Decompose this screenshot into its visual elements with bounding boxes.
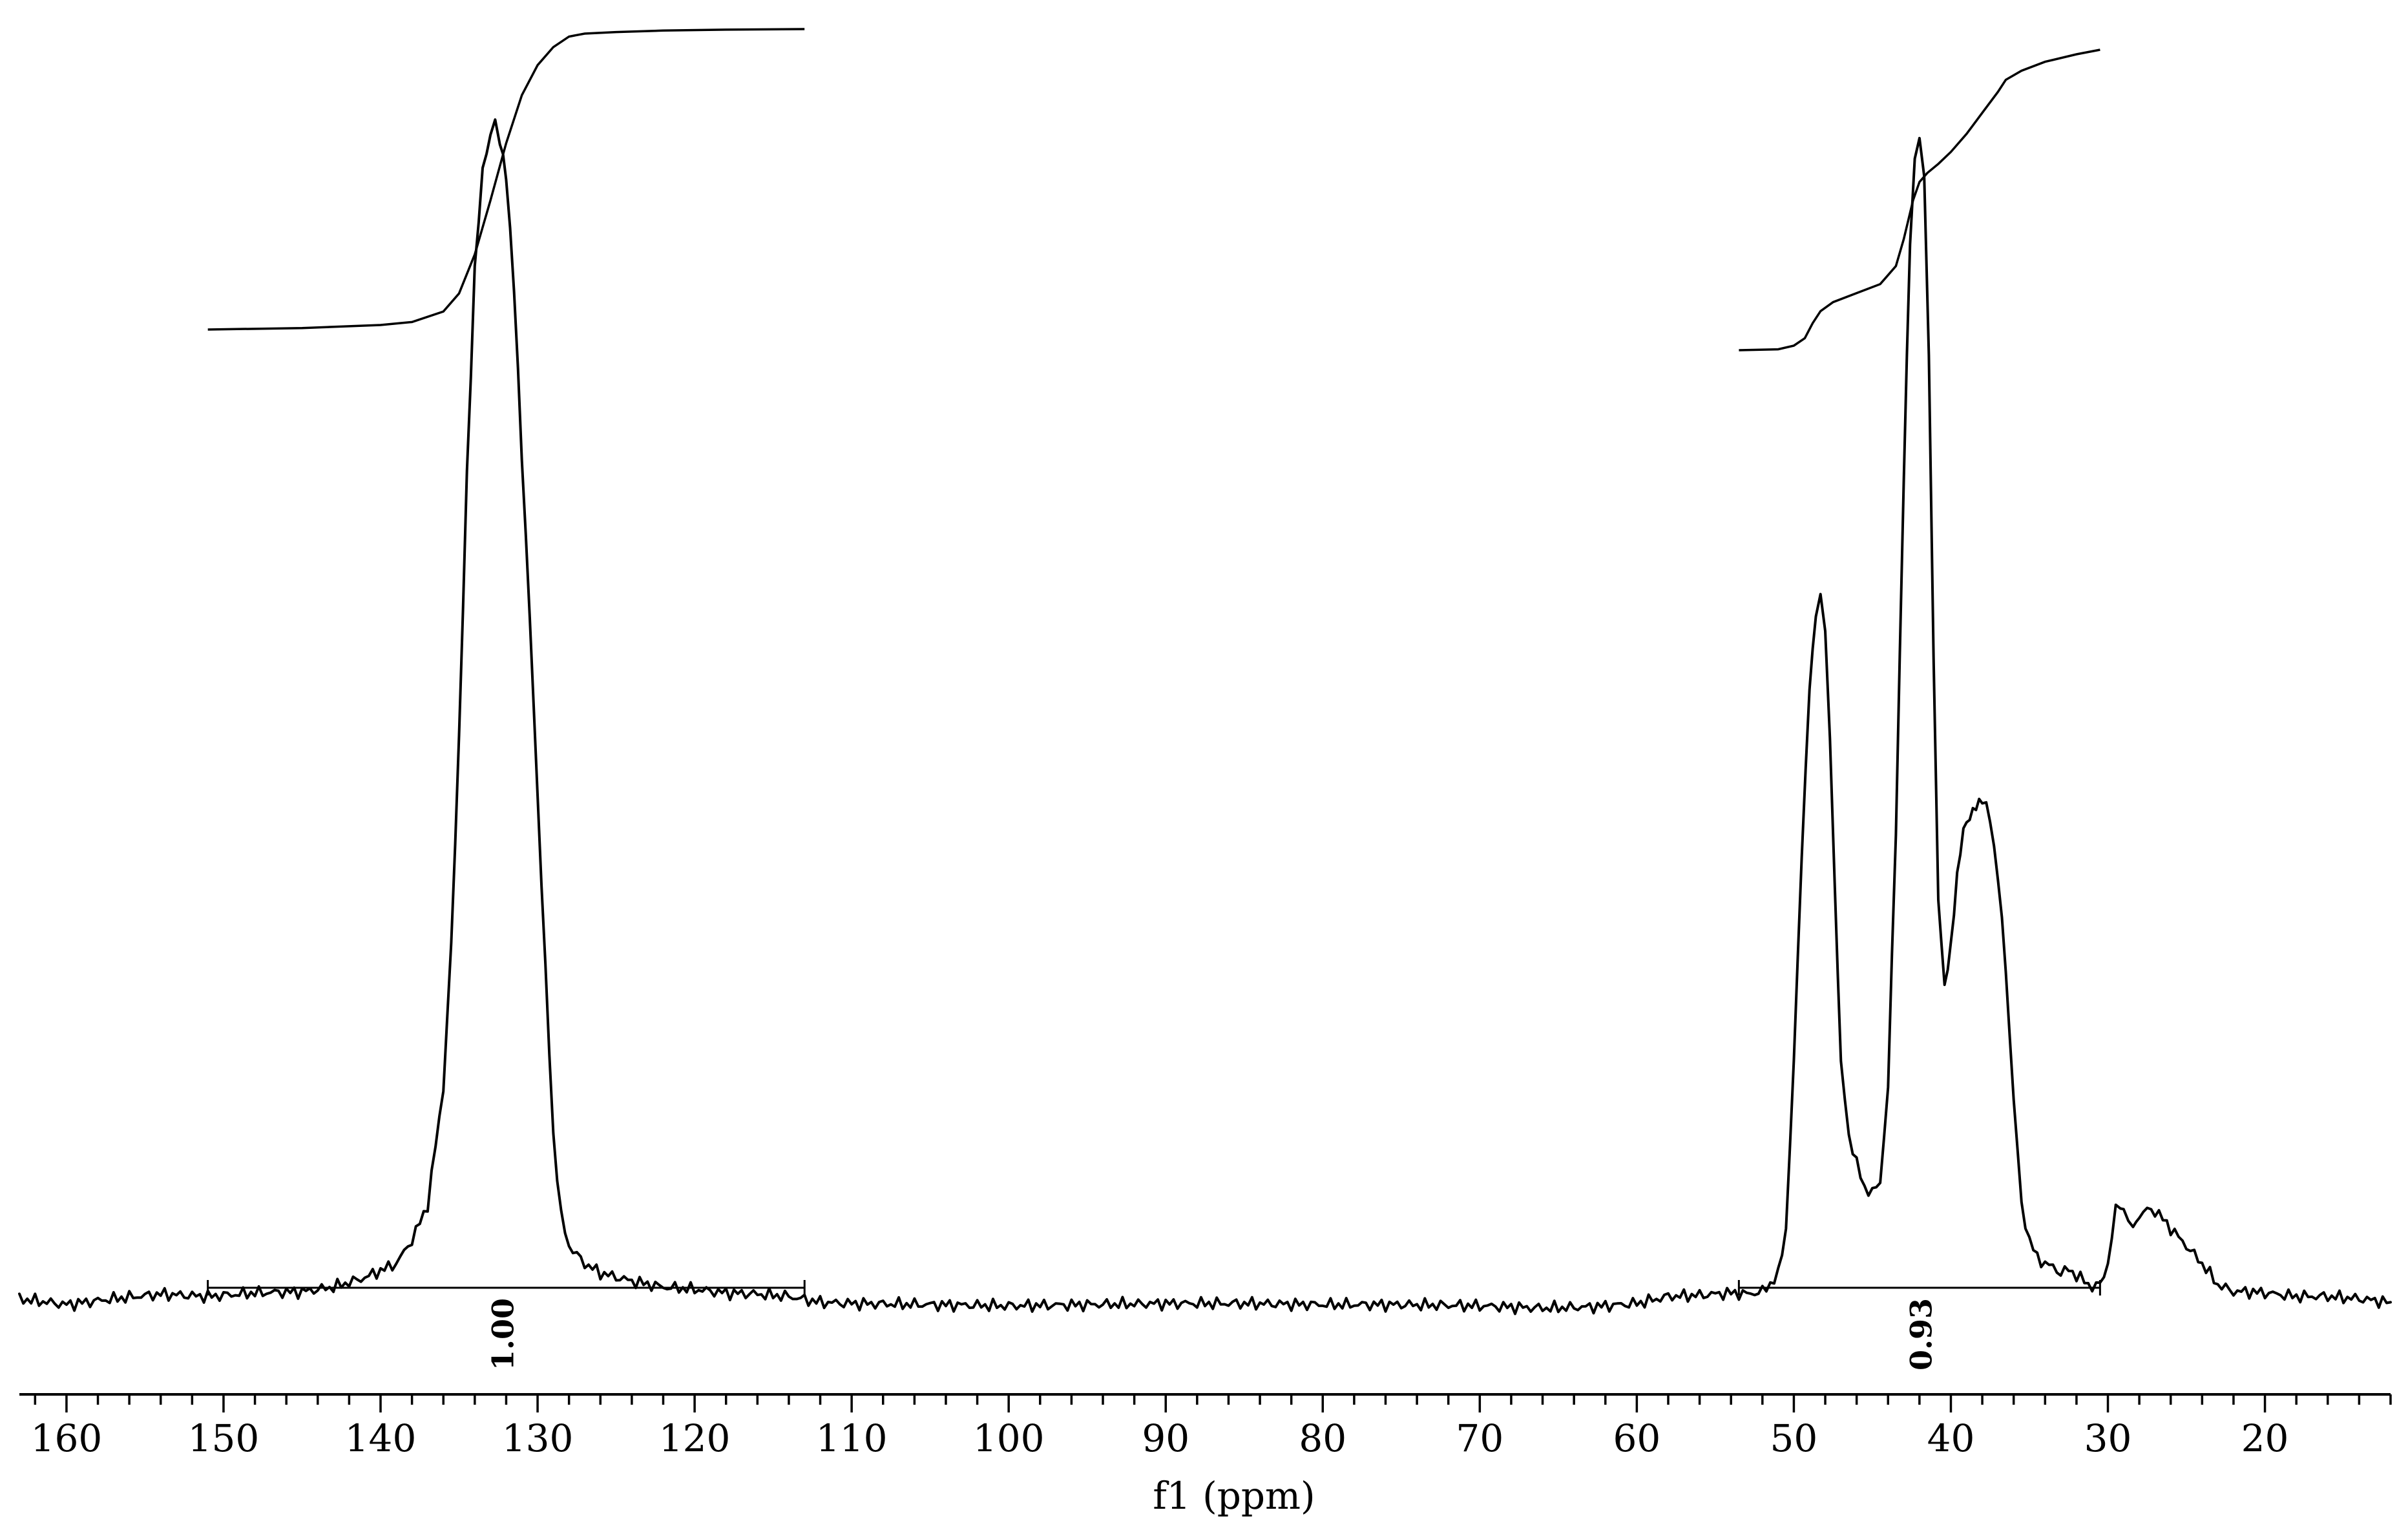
x-tick-label: 120 xyxy=(659,1416,731,1460)
x-tick-label: 40 xyxy=(1927,1416,1975,1460)
integral-1: 0.93 xyxy=(1737,48,2101,1370)
x-tick-label: 160 xyxy=(31,1416,103,1460)
x-tick-label: 110 xyxy=(816,1416,888,1460)
x-tick-label: 30 xyxy=(2084,1416,2132,1460)
x-tick-label: 90 xyxy=(1142,1416,1189,1460)
x-axis: 160 150 140 130 120 110 100 90 80 70 60 50 40 30 20 xyxy=(19,1393,2392,1460)
x-tick-label: 70 xyxy=(1456,1416,1503,1460)
integral-value-label: 1.00 xyxy=(486,1298,521,1370)
x-axis-title: f1 (ppm) xyxy=(1153,1474,1315,1518)
integral-curve xyxy=(1739,48,2100,352)
integral-value-label: 0.93 xyxy=(1903,1298,1938,1370)
x-tick-label: 100 xyxy=(973,1416,1045,1460)
integral-0: 1.00 xyxy=(207,28,806,1370)
x-tick-label: 60 xyxy=(1613,1416,1660,1460)
x-tick-label: 140 xyxy=(345,1416,417,1460)
x-tick-label: 80 xyxy=(1299,1416,1346,1460)
spectrum-series-0 xyxy=(18,118,2392,1316)
x-tick-label: 20 xyxy=(2241,1416,2289,1460)
integral-curve xyxy=(207,28,805,331)
x-tick-label: 150 xyxy=(188,1416,260,1460)
plot-area xyxy=(18,118,2392,1316)
x-tick-label: 130 xyxy=(502,1416,574,1460)
integrals-layer: 1.00 0.93 xyxy=(207,28,2101,1370)
x-tick-label: 50 xyxy=(1770,1416,1818,1460)
